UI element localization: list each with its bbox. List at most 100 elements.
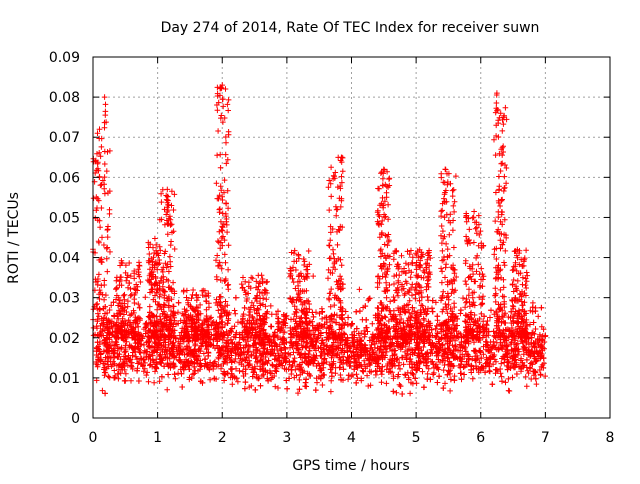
data-point bbox=[173, 376, 179, 382]
data-point bbox=[384, 295, 390, 301]
data-point bbox=[102, 191, 108, 197]
data-point bbox=[334, 207, 340, 213]
data-point bbox=[399, 391, 405, 397]
data-point bbox=[452, 378, 458, 384]
data-point bbox=[385, 243, 391, 249]
data-point bbox=[328, 255, 334, 261]
data-point bbox=[382, 242, 388, 248]
data-point bbox=[391, 281, 397, 287]
data-point bbox=[223, 260, 229, 266]
data-point bbox=[487, 368, 493, 374]
data-point bbox=[172, 246, 178, 252]
data-point bbox=[269, 312, 275, 318]
data-point bbox=[435, 313, 441, 319]
data-point bbox=[176, 300, 182, 306]
data-point bbox=[430, 309, 436, 315]
data-point bbox=[284, 386, 290, 392]
data-point bbox=[101, 242, 107, 248]
data-point bbox=[459, 377, 465, 383]
data-point bbox=[397, 366, 403, 372]
data-point bbox=[151, 380, 157, 386]
data-point bbox=[253, 387, 259, 393]
data-point bbox=[447, 388, 453, 394]
data-point bbox=[125, 304, 131, 310]
data-point bbox=[184, 288, 190, 294]
data-point bbox=[370, 321, 376, 327]
data-point bbox=[383, 315, 389, 321]
data-point bbox=[307, 348, 313, 354]
data-point bbox=[311, 314, 317, 320]
data-point bbox=[345, 377, 351, 383]
data-point bbox=[125, 285, 131, 291]
data-point bbox=[340, 312, 346, 318]
data-point bbox=[235, 379, 241, 385]
data-point bbox=[190, 292, 196, 298]
data-point bbox=[458, 371, 464, 377]
data-point bbox=[364, 325, 370, 331]
data-point bbox=[384, 190, 390, 196]
data-point bbox=[215, 238, 221, 244]
data-point bbox=[379, 379, 385, 385]
data-point bbox=[337, 273, 343, 279]
data-point bbox=[291, 250, 297, 256]
data-point bbox=[112, 368, 118, 374]
data-point bbox=[326, 207, 332, 213]
data-point bbox=[179, 384, 185, 390]
data-point bbox=[99, 144, 105, 150]
data-point bbox=[215, 85, 221, 91]
data-point bbox=[505, 360, 511, 366]
data-point bbox=[137, 305, 143, 311]
data-point bbox=[99, 182, 105, 188]
data-point bbox=[100, 388, 106, 394]
data-point bbox=[468, 367, 474, 373]
data-point bbox=[162, 295, 168, 301]
data-point bbox=[146, 379, 152, 385]
data-point bbox=[107, 249, 113, 255]
data-point bbox=[441, 367, 447, 373]
data-point bbox=[225, 108, 231, 114]
data-point bbox=[534, 381, 540, 387]
data-point bbox=[194, 298, 200, 304]
data-point bbox=[407, 391, 413, 397]
data-points bbox=[90, 82, 548, 397]
data-point bbox=[460, 295, 466, 301]
data-point bbox=[159, 199, 165, 205]
data-point bbox=[397, 382, 403, 388]
data-point bbox=[192, 371, 198, 377]
data-point bbox=[410, 282, 416, 288]
data-point bbox=[499, 379, 505, 385]
data-point bbox=[353, 309, 359, 315]
data-point bbox=[101, 186, 107, 192]
data-point bbox=[354, 371, 360, 377]
data-point bbox=[488, 308, 494, 314]
data-point bbox=[306, 248, 312, 254]
data-point bbox=[164, 387, 170, 393]
data-point bbox=[136, 378, 142, 384]
data-point bbox=[217, 207, 223, 213]
data-point bbox=[297, 377, 303, 383]
data-point bbox=[373, 372, 379, 378]
data-point bbox=[216, 308, 222, 314]
data-point bbox=[289, 367, 295, 373]
data-point bbox=[339, 174, 345, 180]
data-point bbox=[328, 165, 334, 171]
data-point bbox=[222, 252, 228, 258]
data-point bbox=[335, 242, 341, 248]
data-point bbox=[303, 384, 309, 390]
data-point bbox=[326, 242, 332, 248]
data-point bbox=[243, 379, 249, 385]
data-point bbox=[346, 373, 352, 379]
data-point bbox=[353, 380, 359, 386]
data-point bbox=[102, 149, 108, 155]
data-point bbox=[524, 384, 530, 390]
data-point bbox=[98, 183, 104, 189]
data-point bbox=[217, 294, 223, 300]
data-point bbox=[128, 378, 134, 384]
data-point bbox=[288, 334, 294, 340]
data-point bbox=[363, 317, 369, 323]
data-point bbox=[498, 361, 504, 367]
data-point bbox=[242, 305, 248, 311]
data-point bbox=[287, 359, 293, 365]
data-point bbox=[327, 243, 333, 249]
